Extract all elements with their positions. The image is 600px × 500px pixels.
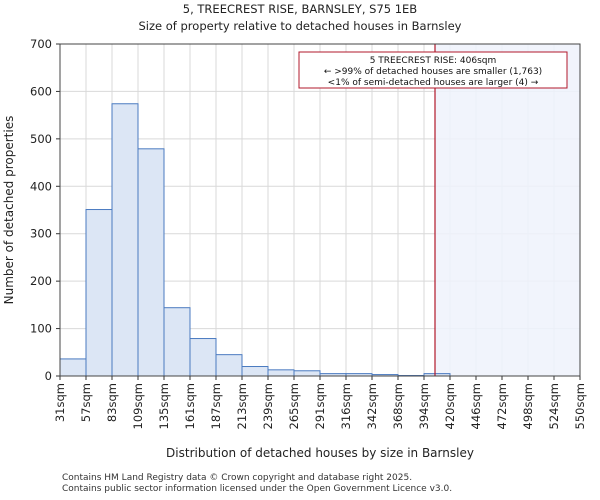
annotation-border (298, 51, 568, 89)
x-tick-label: 213sqm (235, 383, 249, 429)
x-tick-label: 31sqm (53, 383, 67, 422)
y-tick-label: 500 (30, 132, 52, 146)
chart-subtitle: Size of property relative to detached ho… (138, 19, 462, 33)
bar (293, 370, 321, 377)
x-axis-label: Distribution of detached houses by size … (166, 446, 474, 460)
x-axis: 31sqm 57sqm 83sqm 109sqm 135sqm 161sqm 187sqm 2… (53, 376, 587, 429)
x-tick-label: 524sqm (547, 383, 561, 429)
x-tick-label: 550sqm (573, 383, 587, 429)
x-tick-label: 135sqm (157, 383, 171, 429)
annotation-line-1: 5 TREECREST RISE: 406sqm (370, 56, 497, 66)
x-tick-label: 161sqm (183, 383, 197, 429)
annotation-line-2: ← >99% of detached houses are smaller (1… (324, 67, 542, 77)
bar (241, 366, 269, 377)
bar (189, 338, 217, 377)
x-tick-label: 291sqm (313, 383, 327, 429)
x-tick-label: 394sqm (417, 383, 431, 429)
x-tick-label: 109sqm (131, 383, 145, 429)
y-tick-label: 300 (30, 227, 52, 241)
x-tick-label: 239sqm (261, 383, 275, 429)
annotation-line-3: <1% of semi-detached houses are larger (… (328, 78, 539, 88)
bar (137, 148, 165, 377)
x-tick-label: 446sqm (469, 383, 483, 429)
x-tick-label: 265sqm (287, 383, 301, 429)
bar (215, 354, 243, 377)
x-tick-label: 316sqm (339, 383, 353, 429)
bar (267, 369, 295, 377)
x-tick-label: 498sqm (521, 383, 535, 429)
bar (111, 103, 139, 377)
bar (85, 209, 113, 377)
y-tick-label: 700 (30, 37, 52, 51)
x-tick-label: 472sqm (495, 383, 509, 429)
y-axis: 0 100 200 300 400 500 600 700 (30, 37, 60, 383)
bar (163, 307, 191, 377)
y-tick-label: 600 (30, 84, 52, 98)
y-axis-label: Number of detached properties (2, 116, 16, 305)
x-tick-label: 368sqm (391, 383, 405, 429)
x-tick-label: 83sqm (105, 383, 119, 422)
x-tick-label: 342sqm (365, 383, 379, 429)
bar-series (59, 103, 451, 377)
x-tick-label: 420sqm (443, 383, 457, 429)
chart-title: 5, TREECREST RISE, BARNSLEY, S75 1EB (182, 2, 418, 16)
x-tick-label: 187sqm (209, 383, 223, 429)
y-tick-label: 400 (30, 179, 52, 193)
bar (59, 358, 87, 377)
y-tick-label: 200 (30, 274, 52, 288)
y-tick-label: 100 (30, 322, 52, 336)
x-tick-label: 57sqm (79, 383, 93, 422)
annotation-box: 5 TREECREST RISE: 406sqm ← >99% of detac… (298, 51, 568, 89)
footer-copyright: Contains HM Land Registry data © Crown c… (62, 473, 413, 483)
footer-licence: Contains public sector information licen… (62, 484, 453, 494)
plot-frame (59, 43, 581, 377)
marker-shade-region (435, 44, 580, 376)
y-tick-label: 0 (45, 369, 52, 383)
